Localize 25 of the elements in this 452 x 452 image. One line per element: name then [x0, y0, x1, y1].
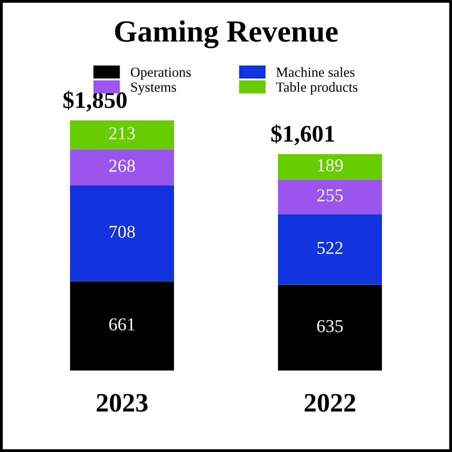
x-tick-label: 2022: [304, 394, 356, 412]
legend-label: Systems: [131, 82, 176, 95]
bar: [70, 120, 174, 150]
total-label: $1,601: [271, 124, 334, 146]
total-label: $1,850: [63, 90, 127, 112]
bar: [70, 185, 174, 282]
chart-title: Gaming Revenue: [115, 20, 338, 48]
x-tick-label: 2023: [96, 394, 148, 412]
bar: [278, 154, 382, 180]
data-label: 255: [317, 189, 343, 202]
data-label: 635: [317, 320, 343, 332]
data-label: 268: [109, 160, 135, 172]
legend-label: Machine sales: [276, 67, 354, 77]
legend-label: Table products: [276, 82, 358, 95]
legend-label: Operations: [130, 68, 191, 80]
bar: [70, 281, 174, 371]
data-label: 522: [317, 242, 343, 254]
bar: [70, 149, 174, 186]
data-label: 661: [109, 318, 134, 330]
data-label: 189: [318, 159, 343, 172]
bar: [278, 284, 382, 371]
data-label: 708: [110, 226, 135, 238]
bar: [278, 214, 382, 285]
data-label: 213: [109, 127, 135, 140]
bar: [278, 180, 382, 214]
